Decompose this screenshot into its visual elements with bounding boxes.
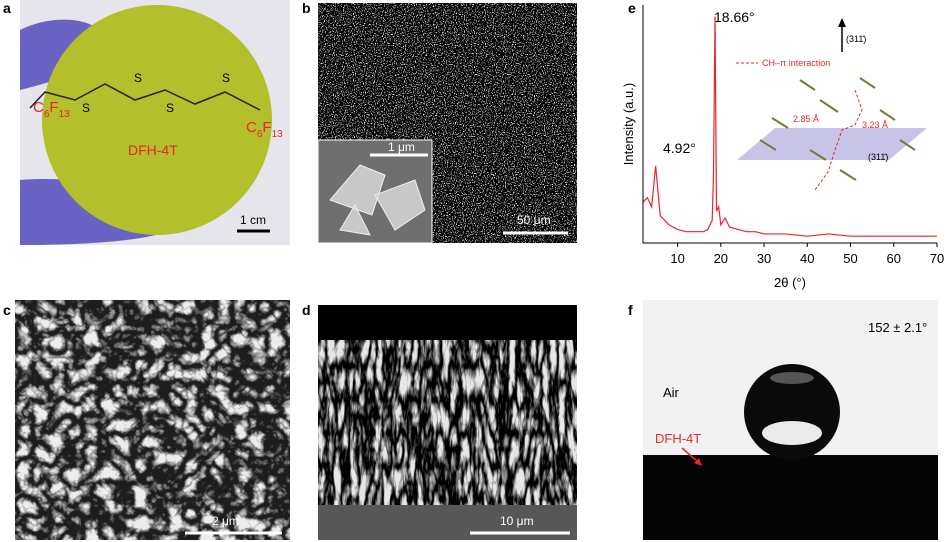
medium-label: Air xyxy=(663,385,680,400)
droplet-reflection xyxy=(770,372,814,384)
arrow-head xyxy=(694,458,702,466)
x-tick-label: 30 xyxy=(757,251,771,266)
crystal-plane xyxy=(737,128,927,160)
substituent: C6F13 xyxy=(33,99,70,120)
x-tick-label: 40 xyxy=(800,251,814,266)
x-tick-label: 60 xyxy=(887,251,901,266)
sem-texture xyxy=(15,300,290,540)
substituent: C6F13 xyxy=(246,119,283,140)
subscript: 13 xyxy=(59,109,71,120)
substrate xyxy=(318,505,577,540)
plane-label: (311̄) xyxy=(868,152,888,162)
x-tick-label: 70 xyxy=(930,251,944,266)
direction-label: (311̄) xyxy=(846,34,866,44)
subscript: 13 xyxy=(272,129,284,140)
compound-name: DFH-4T xyxy=(128,142,178,158)
legend-label: CH–π interaction xyxy=(762,58,830,68)
film-label: DFH-4T xyxy=(655,431,701,446)
sem-texture xyxy=(318,340,577,505)
atom: C xyxy=(246,119,257,136)
arrow-head xyxy=(838,18,846,27)
panel-label: d xyxy=(302,302,311,318)
x-tick-label: 10 xyxy=(670,251,684,266)
atom: F xyxy=(49,99,58,116)
scale-label: 2 μm xyxy=(212,514,239,528)
molecules xyxy=(759,77,916,181)
x-tick-label: 20 xyxy=(714,251,728,266)
x-axis-label: 2θ (°) xyxy=(774,275,806,290)
sulfur: S xyxy=(134,71,142,85)
subscript: 6 xyxy=(257,129,263,140)
xrd-line xyxy=(642,16,937,237)
x-tick-label: 50 xyxy=(843,251,857,266)
panel-label: b xyxy=(302,0,311,16)
sulfur: S xyxy=(82,101,90,115)
panel-label: f xyxy=(628,302,633,318)
panel-label: e xyxy=(628,0,636,16)
crystal-plates xyxy=(329,164,426,236)
contact-angle: 152 ± 2.1° xyxy=(868,320,927,335)
atom: F xyxy=(262,119,271,136)
panel-label: a xyxy=(3,0,11,16)
wafer xyxy=(42,5,272,235)
sulfur: S xyxy=(222,71,230,85)
panel-label: c xyxy=(3,302,11,318)
y-axis-label: Intensity (a.u.) xyxy=(621,83,636,165)
distance-label: 3.23 Å xyxy=(862,120,888,130)
peak-label: 4.92° xyxy=(663,140,696,156)
subscript: 6 xyxy=(44,109,50,120)
scale-label: 1 μm xyxy=(388,140,415,154)
interaction-path xyxy=(814,89,863,191)
atom: C xyxy=(33,99,44,116)
scale-label: 50 μm xyxy=(517,213,551,227)
molecule-backbone xyxy=(29,83,261,111)
substrate xyxy=(643,455,938,540)
droplet-highlight xyxy=(762,421,822,445)
scale-label: 1 cm xyxy=(240,213,266,227)
sulfur: S xyxy=(166,101,174,115)
distance-label: 2.85 Å xyxy=(793,114,819,124)
pointer-arrow xyxy=(681,447,699,463)
peak-label: 18.66° xyxy=(714,9,755,25)
scale-label: 10 μm xyxy=(500,514,534,528)
